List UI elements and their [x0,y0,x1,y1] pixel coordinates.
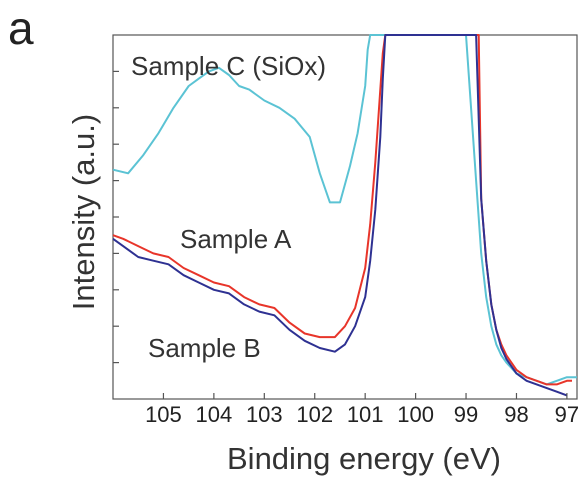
panel-label: a [8,2,34,54]
y-axis-label: Intensity (a.u.) [66,114,101,310]
x-tick-label: 103 [246,402,283,427]
x-tick-label: 101 [347,402,384,427]
series-line-3 [112,34,568,397]
x-axis-label: Binding energy (eV) [227,441,501,476]
series-line-2 [112,34,572,386]
annotation-sample-a: Sample A [180,224,292,254]
x-tick-label: 100 [397,402,434,427]
x-ticks: 105 104 103 102 101 100 99 98 97 [145,393,579,427]
x-tick-label: 105 [145,402,182,427]
y-ticks [113,70,119,364]
annotation-sample-b: Sample B [148,333,261,363]
x-tick-label: 102 [296,402,333,427]
x-tick-label: 97 [555,402,579,427]
annotation-sample-c: Sample C (SiOx) [131,51,326,81]
series-layer [112,34,577,397]
x-tick-label: 104 [196,402,233,427]
x-tick-label: 98 [504,402,528,427]
x-tick-label: 99 [454,402,478,427]
